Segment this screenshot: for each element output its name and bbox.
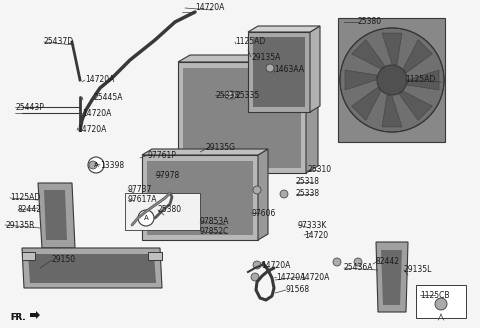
Text: 25380: 25380 bbox=[358, 17, 382, 27]
Polygon shape bbox=[345, 70, 377, 90]
Text: 97606: 97606 bbox=[251, 209, 276, 217]
Circle shape bbox=[253, 261, 261, 269]
Polygon shape bbox=[142, 155, 258, 240]
Text: 13398: 13398 bbox=[100, 160, 124, 170]
Text: 25437D: 25437D bbox=[44, 37, 74, 47]
Text: 97853A: 97853A bbox=[200, 217, 229, 227]
Polygon shape bbox=[183, 68, 301, 168]
Polygon shape bbox=[403, 40, 432, 73]
Text: 29135G: 29135G bbox=[206, 142, 236, 152]
Text: 97978: 97978 bbox=[155, 171, 179, 179]
Polygon shape bbox=[22, 248, 162, 288]
Bar bbox=[416, 285, 466, 318]
Text: 14720A: 14720A bbox=[82, 109, 111, 117]
Text: 25445A: 25445A bbox=[93, 92, 122, 101]
Text: 1125AD: 1125AD bbox=[405, 75, 435, 85]
Text: 1125CB: 1125CB bbox=[420, 291, 449, 299]
Polygon shape bbox=[30, 311, 40, 319]
Circle shape bbox=[88, 157, 104, 173]
Polygon shape bbox=[178, 62, 306, 173]
Text: 25436A: 25436A bbox=[344, 263, 373, 273]
Polygon shape bbox=[306, 55, 318, 173]
Text: 29150: 29150 bbox=[52, 256, 76, 264]
Text: 25335: 25335 bbox=[235, 91, 259, 99]
Bar bbox=[148, 252, 162, 260]
Polygon shape bbox=[38, 183, 75, 248]
Text: 25443P: 25443P bbox=[15, 102, 44, 112]
Circle shape bbox=[251, 273, 259, 281]
Circle shape bbox=[266, 64, 274, 72]
Text: 97737: 97737 bbox=[128, 186, 152, 195]
Polygon shape bbox=[382, 95, 402, 127]
Circle shape bbox=[377, 65, 407, 95]
Bar bbox=[22, 252, 35, 260]
Polygon shape bbox=[352, 40, 385, 69]
Text: FR.: FR. bbox=[10, 314, 25, 322]
Circle shape bbox=[333, 258, 341, 266]
Text: 97333K: 97333K bbox=[298, 220, 327, 230]
Polygon shape bbox=[253, 37, 305, 107]
Text: A: A bbox=[94, 162, 98, 168]
Circle shape bbox=[340, 28, 444, 132]
Text: 25310: 25310 bbox=[307, 166, 331, 174]
Circle shape bbox=[253, 186, 261, 194]
Text: 14720A: 14720A bbox=[300, 273, 329, 281]
Text: 1125AD: 1125AD bbox=[10, 194, 40, 202]
Text: 25338: 25338 bbox=[296, 190, 320, 198]
Polygon shape bbox=[142, 149, 268, 155]
Polygon shape bbox=[376, 242, 408, 312]
Circle shape bbox=[354, 258, 362, 266]
Circle shape bbox=[89, 161, 97, 169]
Polygon shape bbox=[147, 161, 253, 235]
Polygon shape bbox=[310, 26, 320, 112]
Circle shape bbox=[435, 298, 447, 310]
Polygon shape bbox=[399, 91, 432, 120]
Text: 29135R: 29135R bbox=[5, 220, 35, 230]
Polygon shape bbox=[248, 26, 320, 32]
Circle shape bbox=[225, 91, 233, 99]
Bar bbox=[125, 193, 200, 230]
Polygon shape bbox=[178, 55, 318, 62]
Circle shape bbox=[280, 190, 288, 198]
Text: 1125AD: 1125AD bbox=[235, 37, 265, 47]
Text: A: A bbox=[144, 215, 148, 221]
Circle shape bbox=[138, 210, 154, 226]
Polygon shape bbox=[381, 250, 402, 305]
Polygon shape bbox=[258, 149, 268, 240]
Text: 82442: 82442 bbox=[18, 206, 42, 215]
Polygon shape bbox=[248, 32, 310, 112]
Text: 82442: 82442 bbox=[376, 257, 400, 266]
Polygon shape bbox=[44, 190, 67, 240]
Polygon shape bbox=[407, 70, 439, 90]
Text: FR.: FR. bbox=[10, 314, 25, 322]
Circle shape bbox=[228, 91, 236, 99]
Text: 29135A: 29135A bbox=[251, 52, 280, 62]
Text: 14720A: 14720A bbox=[195, 4, 224, 12]
Text: 97852C: 97852C bbox=[200, 228, 229, 236]
Text: 91568: 91568 bbox=[286, 285, 310, 295]
Polygon shape bbox=[338, 18, 445, 142]
Text: 14720A: 14720A bbox=[85, 75, 114, 85]
Text: 14720: 14720 bbox=[304, 231, 328, 239]
Text: 25318: 25318 bbox=[296, 177, 320, 187]
Text: 14720A: 14720A bbox=[276, 273, 305, 281]
Text: 14720A: 14720A bbox=[261, 260, 290, 270]
Polygon shape bbox=[352, 87, 381, 120]
Polygon shape bbox=[28, 254, 156, 283]
Text: 1463AA: 1463AA bbox=[274, 66, 304, 74]
Polygon shape bbox=[382, 33, 402, 65]
Text: 14720A: 14720A bbox=[77, 126, 107, 134]
Text: 29135L: 29135L bbox=[404, 265, 432, 275]
Text: 25333: 25333 bbox=[215, 91, 239, 99]
Text: 97761P: 97761P bbox=[148, 151, 177, 159]
Text: 97617A: 97617A bbox=[128, 195, 157, 204]
Text: 25380: 25380 bbox=[158, 206, 182, 215]
